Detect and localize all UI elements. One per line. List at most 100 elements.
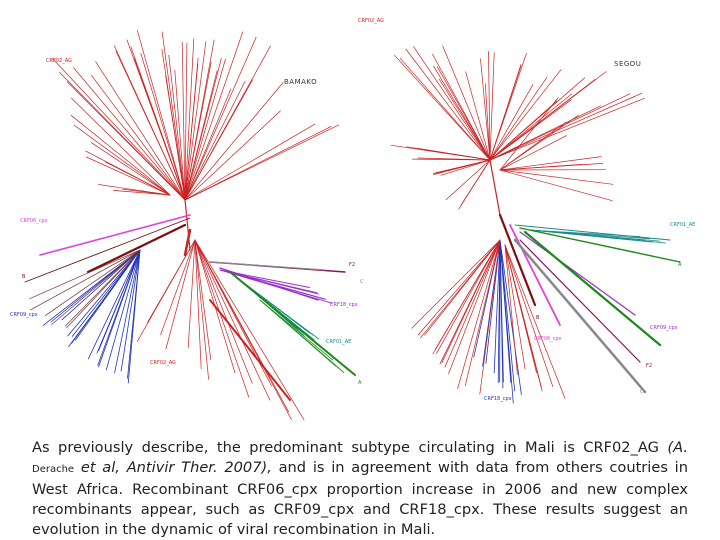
branch-crf02 bbox=[184, 61, 212, 201]
branch-crf02 bbox=[184, 42, 188, 201]
branch-crf02-right bbox=[489, 159, 501, 216]
branch-crf02-right-lower bbox=[436, 239, 501, 354]
branch-crf06 bbox=[71, 249, 141, 337]
branch-crf02-lower bbox=[194, 239, 271, 401]
branch-crf02 bbox=[136, 29, 186, 201]
branch-crf02-right-lower bbox=[411, 239, 501, 329]
branch-crf02 bbox=[105, 161, 171, 196]
branch-crf06-right bbox=[509, 224, 561, 326]
branch-crf02-right bbox=[484, 83, 491, 161]
branch-crf02 bbox=[90, 142, 171, 196]
branch-crf02 bbox=[184, 79, 253, 201]
branch-crf02 bbox=[184, 124, 340, 201]
branch-b-right bbox=[498, 213, 537, 307]
label-crf02-top: CRF02_AG bbox=[358, 18, 384, 24]
branch-crf18-right bbox=[493, 239, 501, 374]
branch-crf02-right bbox=[489, 64, 522, 161]
branch-a-right-thick bbox=[523, 230, 662, 347]
branch-crf02 bbox=[168, 54, 186, 201]
branch-crf02-right bbox=[433, 65, 491, 161]
branch-crf02-right-lower bbox=[504, 244, 566, 399]
branch-crf06 bbox=[67, 249, 141, 337]
branch-crf02 bbox=[184, 123, 316, 201]
branch-crf02-right-lower bbox=[444, 239, 501, 368]
branch-crf02 bbox=[184, 58, 226, 201]
phylogenetic-trees: BAMAKO CRF02_AG CRF02_AG CRF06_cpx B CRF… bbox=[10, 18, 695, 421]
branch-crf02 bbox=[161, 48, 186, 201]
branch-crf02-right bbox=[499, 97, 559, 171]
branch-crf02-right bbox=[440, 159, 491, 176]
branch-crf02-right bbox=[489, 52, 495, 161]
branch-crf02-right bbox=[489, 93, 573, 161]
branch-crf02 bbox=[184, 38, 195, 201]
branch-crf02 bbox=[161, 31, 186, 201]
label-crf09-right: CRF09_cpx bbox=[650, 325, 678, 331]
branch-left-low bbox=[30, 249, 141, 311]
branch-left-low bbox=[51, 249, 141, 325]
branch-f2-right bbox=[519, 239, 641, 363]
branch-crf02 bbox=[86, 156, 171, 196]
branch-a-right bbox=[519, 227, 681, 263]
branch-crf06 bbox=[105, 249, 141, 371]
label-crf09-left: CRF09_cpx bbox=[10, 312, 38, 318]
branch-crf02-right bbox=[458, 159, 491, 210]
branch-crf02-right bbox=[499, 163, 604, 171]
branch-crf02 bbox=[113, 190, 171, 196]
branch-crf02 bbox=[184, 110, 281, 201]
branch-left-low bbox=[64, 249, 141, 327]
branch-crf02 bbox=[181, 41, 186, 201]
branch-crf02 bbox=[184, 63, 199, 201]
label-a-right: A bbox=[678, 262, 682, 268]
branch-crf02-right-lower bbox=[504, 244, 542, 389]
branch-b-left bbox=[24, 217, 191, 283]
branch-crf02-thick bbox=[183, 228, 192, 257]
branch-crf02-lower bbox=[194, 239, 202, 370]
branch-crf02-right-lower bbox=[432, 239, 501, 355]
branch-crf18-right bbox=[499, 239, 514, 404]
branch-crf06 bbox=[98, 249, 141, 368]
branch-crf06 bbox=[75, 249, 141, 341]
branch-b-left-thick bbox=[86, 223, 187, 274]
branch-left-low bbox=[29, 249, 141, 300]
branch-crf02-right bbox=[488, 51, 491, 161]
caption-rest: and is in agreement with data from other… bbox=[32, 459, 688, 538]
branch-crf02 bbox=[121, 188, 171, 196]
label-crf02-upper-left: CRF02_AG bbox=[46, 58, 72, 64]
branch-crf02 bbox=[73, 67, 186, 201]
label-f2-left: F2 bbox=[349, 262, 355, 268]
branch-crf02-right-lower bbox=[504, 244, 554, 387]
branch-crf02-right-lower bbox=[417, 239, 501, 336]
branch-crf02 bbox=[184, 82, 284, 201]
branch-crf02-lower bbox=[194, 239, 209, 380]
branch-crf06 bbox=[120, 249, 141, 372]
branch-crf02 bbox=[70, 114, 171, 196]
branch-crf02 bbox=[184, 199, 191, 251]
branch-crf02-right bbox=[489, 69, 562, 161]
branch-crf02 bbox=[91, 74, 186, 201]
branch-crf02-right bbox=[480, 58, 491, 161]
label-crf18-right: CRF18_cpx bbox=[484, 396, 512, 402]
caption-paragraph: As previously describe, the predominant … bbox=[32, 438, 688, 540]
branch-crf02-right bbox=[438, 78, 491, 161]
branch-crf18-right bbox=[499, 239, 504, 389]
branch-crf02-lower bbox=[147, 239, 196, 323]
branch-crf02-lower bbox=[194, 239, 250, 398]
branch-crf02-right bbox=[412, 158, 491, 161]
branch-crf02-right bbox=[442, 45, 491, 161]
branch-crf02-lower bbox=[187, 239, 196, 348]
branch-crf18-right bbox=[497, 239, 501, 384]
branch-crf01-right bbox=[529, 229, 666, 244]
branch-crf06 bbox=[87, 249, 141, 360]
branch-crf02-right bbox=[489, 71, 607, 161]
branch-crf18-right bbox=[499, 239, 522, 396]
branch-crf02-right bbox=[413, 46, 491, 161]
branch-crf02-right-lower bbox=[504, 244, 526, 370]
branch-crf02-right-lower bbox=[420, 239, 501, 339]
branch-crf02-right bbox=[489, 84, 534, 161]
branch-crf02 bbox=[115, 50, 186, 201]
branch-crf02-lower bbox=[194, 239, 212, 360]
branch-c-right bbox=[513, 238, 647, 394]
branch-crf06 bbox=[61, 249, 141, 321]
branch-crf18-left bbox=[219, 267, 319, 301]
label-crf01-right: CRF01_AE bbox=[670, 222, 695, 228]
